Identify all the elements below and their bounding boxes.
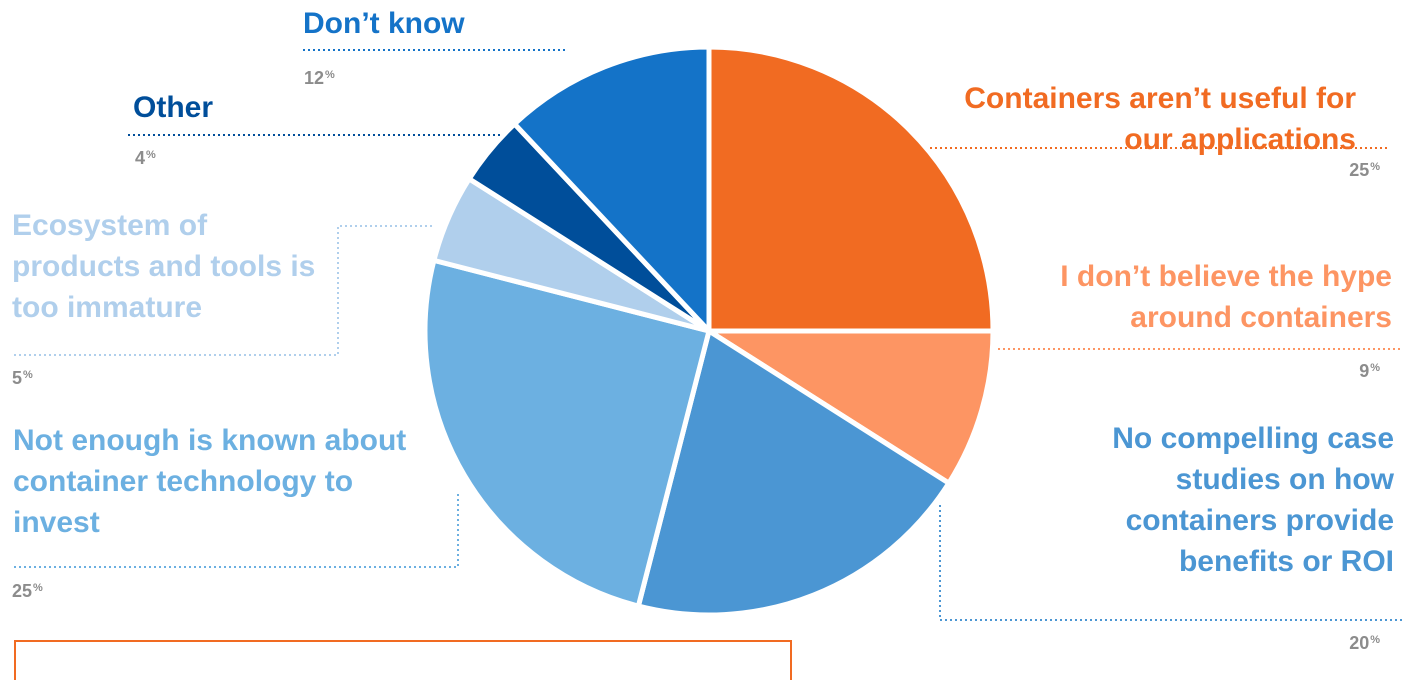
label-no-case-studies: No compelling case studies on how contai… xyxy=(1112,422,1394,578)
pie-svg xyxy=(12,44,1402,621)
pct-sign-other: % xyxy=(146,149,156,161)
pct-other: 4% xyxy=(135,148,156,169)
slice-not-enough-known xyxy=(422,257,712,609)
label-ecosystem: Ecosystem of products and tools is too i… xyxy=(12,209,316,324)
label-not-useful: Containers aren’t useful for our applica… xyxy=(964,82,1356,156)
label-other: Other xyxy=(133,91,214,124)
label-not-enough-known: Not enough is known about container tech… xyxy=(13,424,407,539)
pct-value-not-enough-known: 25 xyxy=(12,581,33,601)
pct-hype: 9% xyxy=(1290,361,1380,382)
note-box xyxy=(14,640,792,680)
pct-ecosystem: 5% xyxy=(12,368,33,389)
pct-value-no-case-studies: 20 xyxy=(1349,633,1370,653)
pct-sign-ecosystem: % xyxy=(23,369,33,381)
pct-sign-hype: % xyxy=(1370,362,1380,374)
pct-value-hype: 9 xyxy=(1359,361,1370,381)
pct-value-dont-know: 12 xyxy=(304,68,325,88)
leader-ecosystem xyxy=(12,225,432,356)
slice-no-case-studies xyxy=(635,328,952,618)
label-hype: I don’t believe the hype around containe… xyxy=(1060,260,1392,334)
pct-sign-no-case-studies: % xyxy=(1370,634,1380,646)
leader-no-case-studies xyxy=(939,505,1402,621)
pct-value-ecosystem: 5 xyxy=(12,368,23,388)
pct-not-useful: 25% xyxy=(1290,160,1380,181)
leader-not-enough-known xyxy=(12,494,459,568)
pct-value-not-useful: 25 xyxy=(1349,160,1370,180)
pie-chart: Containers aren’t useful for our applica… xyxy=(12,7,1402,680)
pct-sign-dont-know: % xyxy=(325,69,335,81)
label-dont-know: Don’t know xyxy=(303,7,465,40)
slice-not-useful xyxy=(706,44,996,334)
pct-dont-know: 12% xyxy=(304,68,335,89)
pct-not-enough-known: 25% xyxy=(12,581,43,602)
pct-no-case-studies: 20% xyxy=(1290,633,1380,654)
slice-dont-know xyxy=(512,44,712,334)
slice-hype xyxy=(706,328,996,486)
pct-sign-not-useful: % xyxy=(1370,161,1380,173)
pct-value-other: 4 xyxy=(135,148,146,168)
pct-sign-not-enough-known: % xyxy=(33,582,43,594)
